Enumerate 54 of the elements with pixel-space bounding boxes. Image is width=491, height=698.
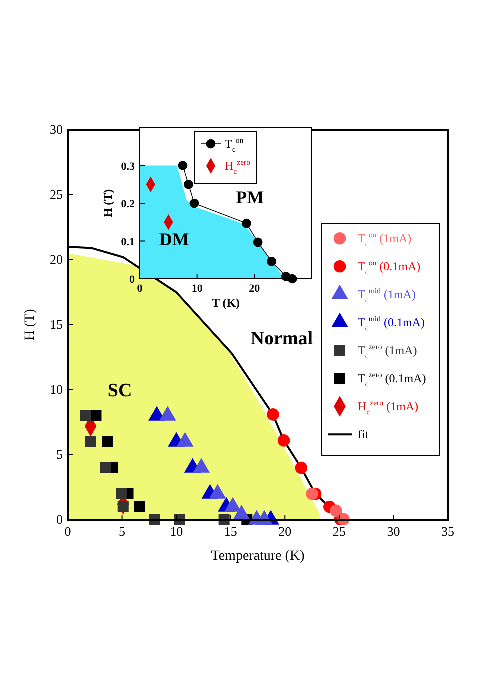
point <box>253 238 263 248</box>
point <box>295 462 308 474</box>
x-axis-title: Temperature (K) <box>211 549 306 564</box>
point <box>330 504 342 518</box>
y-tick-label: 0.3 <box>121 160 136 173</box>
legend-label: T$_{c}$$^{on}$ (1mA) <box>358 230 412 248</box>
y-axis-title: H (T) <box>101 189 115 218</box>
point <box>306 488 318 500</box>
point <box>184 180 194 190</box>
y-tick-label: 25 <box>50 187 63 202</box>
annotation: DM <box>159 229 190 250</box>
annotation: SC <box>108 380 132 402</box>
point <box>134 502 146 512</box>
x-tick-label: 25 <box>332 524 346 539</box>
x-tick-label: 0 <box>137 283 144 295</box>
x-tick-label: 10 <box>192 283 204 295</box>
x-tick-label: 10 <box>170 524 184 539</box>
point <box>85 436 96 448</box>
point <box>190 198 200 208</box>
y-tick-label: 20 <box>50 252 63 267</box>
point <box>242 218 252 228</box>
y-tick-label: 0.2 <box>121 198 136 210</box>
y-tick-label: 0 <box>130 274 136 286</box>
legend-label: fit <box>358 428 370 442</box>
point <box>90 410 102 422</box>
annotation: PM <box>236 188 264 208</box>
legend-label: H$_{c}$$^{zero}$ (1mA) <box>358 398 419 416</box>
x-tick-label: 20 <box>249 283 261 295</box>
legend-label: T$_{c}$$^{on}$ (0.1mA) <box>358 258 421 276</box>
legend-label: T$_{c}$$^{mid}$ (1mA) <box>358 286 416 304</box>
point <box>102 436 114 448</box>
annotation: Normal <box>250 328 314 350</box>
y-tick-label: 15 <box>50 317 63 332</box>
point <box>178 161 188 170</box>
point <box>116 488 128 500</box>
point <box>100 462 112 474</box>
x-tick-label: 35 <box>442 524 454 539</box>
y-tick-label: 0 <box>56 512 63 527</box>
x-tick-label: 15 <box>224 524 238 539</box>
point <box>80 410 92 422</box>
legend-label: T$_{c}$$^{zero}$ (0.1mA) <box>358 370 426 388</box>
x-tick-label: 20 <box>278 524 292 539</box>
y-tick-label: 30 <box>50 122 63 137</box>
y-tick-label: 10 <box>50 382 63 397</box>
y-axis-title: H (T) <box>23 308 38 341</box>
point <box>278 434 290 447</box>
x-axis-title: T (K) <box>212 296 240 310</box>
point <box>267 408 280 421</box>
legend-label: T$_{c}$$^{zero}$ (1mA) <box>358 342 418 360</box>
y-tick-label: 0.1 <box>121 236 135 248</box>
x-tick-label: 30 <box>387 524 400 539</box>
point <box>267 256 277 266</box>
y-tick-label: 5 <box>56 447 63 462</box>
legend-label: T$_{c}$$^{mid}$ (0.1mA) <box>358 314 425 332</box>
